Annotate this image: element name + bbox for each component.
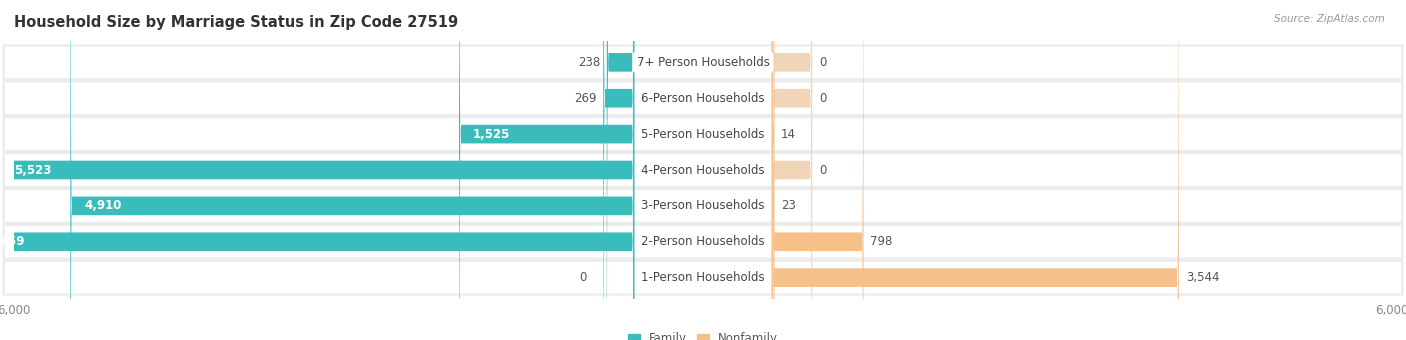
Text: 23: 23	[782, 199, 796, 212]
FancyBboxPatch shape	[4, 226, 1402, 258]
Text: 1-Person Households: 1-Person Households	[641, 271, 765, 284]
FancyBboxPatch shape	[4, 82, 1402, 114]
Text: 238: 238	[578, 56, 600, 69]
FancyBboxPatch shape	[607, 0, 634, 340]
FancyBboxPatch shape	[603, 0, 634, 340]
Text: Source: ZipAtlas.com: Source: ZipAtlas.com	[1274, 14, 1385, 23]
Text: 269: 269	[574, 92, 596, 105]
Text: 6-Person Households: 6-Person Households	[641, 92, 765, 105]
FancyBboxPatch shape	[4, 47, 1402, 78]
Text: 14: 14	[780, 128, 796, 141]
Text: 7+ Person Households: 7+ Person Households	[637, 56, 769, 69]
Text: 798: 798	[870, 235, 893, 248]
Text: 0: 0	[818, 92, 827, 105]
Text: 0: 0	[579, 271, 588, 284]
FancyBboxPatch shape	[3, 224, 1403, 260]
FancyBboxPatch shape	[772, 0, 863, 340]
FancyBboxPatch shape	[772, 0, 1178, 340]
FancyBboxPatch shape	[4, 118, 1402, 150]
Text: 0: 0	[818, 164, 827, 176]
FancyBboxPatch shape	[4, 154, 1402, 186]
FancyBboxPatch shape	[3, 116, 1403, 152]
FancyBboxPatch shape	[458, 0, 634, 340]
FancyBboxPatch shape	[3, 188, 1403, 224]
Text: 5-Person Households: 5-Person Households	[641, 128, 765, 141]
Text: 4-Person Households: 4-Person Households	[641, 164, 765, 176]
FancyBboxPatch shape	[772, 0, 813, 340]
FancyBboxPatch shape	[0, 0, 634, 340]
Legend: Family, Nonfamily: Family, Nonfamily	[623, 328, 783, 340]
FancyBboxPatch shape	[3, 260, 1403, 295]
FancyBboxPatch shape	[772, 0, 775, 340]
Text: 0: 0	[818, 56, 827, 69]
Text: 2-Person Households: 2-Person Households	[641, 235, 765, 248]
FancyBboxPatch shape	[3, 45, 1403, 80]
Text: 5,759: 5,759	[0, 235, 24, 248]
FancyBboxPatch shape	[772, 0, 773, 340]
Text: Household Size by Marriage Status in Zip Code 27519: Household Size by Marriage Status in Zip…	[14, 15, 458, 30]
FancyBboxPatch shape	[772, 0, 813, 340]
Text: 3,544: 3,544	[1185, 271, 1219, 284]
Text: 1,525: 1,525	[472, 128, 510, 141]
FancyBboxPatch shape	[3, 80, 1403, 116]
FancyBboxPatch shape	[4, 262, 1402, 293]
FancyBboxPatch shape	[0, 0, 634, 340]
FancyBboxPatch shape	[70, 0, 634, 340]
Text: 5,523: 5,523	[14, 164, 51, 176]
FancyBboxPatch shape	[3, 152, 1403, 188]
FancyBboxPatch shape	[772, 0, 813, 340]
FancyBboxPatch shape	[4, 190, 1402, 222]
Text: 3-Person Households: 3-Person Households	[641, 199, 765, 212]
Text: 4,910: 4,910	[84, 199, 121, 212]
